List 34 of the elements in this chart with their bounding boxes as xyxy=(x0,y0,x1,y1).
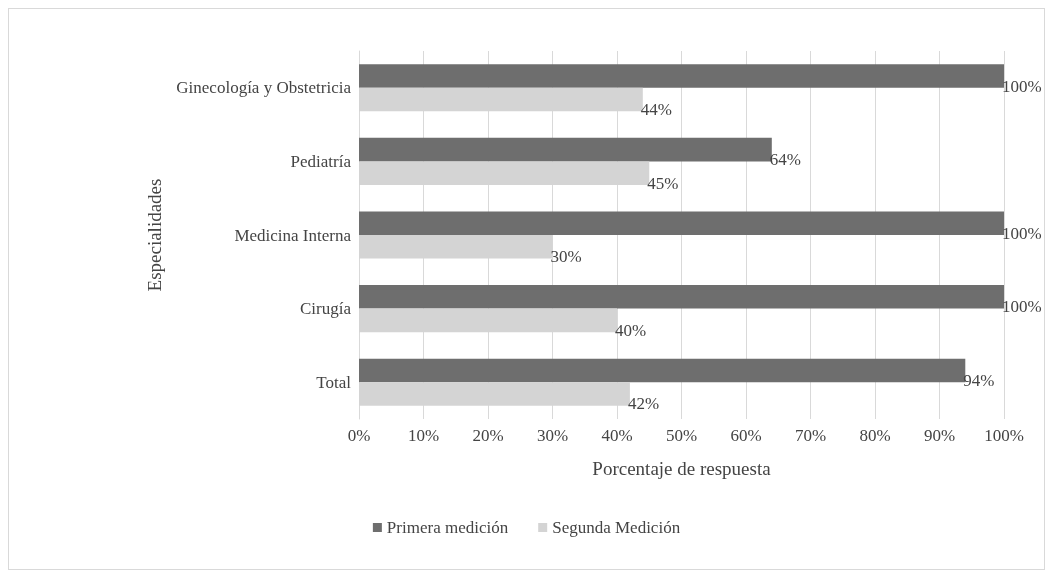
data-label: 42% xyxy=(627,394,660,414)
y-tick-label: Cirugía xyxy=(300,299,352,319)
data-label: 100% xyxy=(1002,297,1042,317)
bar xyxy=(359,137,772,162)
data-label: 100% xyxy=(1002,76,1042,96)
legend-label: Primera medición xyxy=(386,518,509,537)
x-tick-label: 100% xyxy=(984,426,1024,445)
data-label: 100% xyxy=(1002,223,1042,243)
x-tick-label: 20% xyxy=(472,426,504,445)
y-axis-title: Especialidades xyxy=(144,178,165,292)
x-tick-label: 50% xyxy=(665,426,698,445)
bar xyxy=(359,285,1004,309)
y-tick-label: Medicina Interna xyxy=(234,225,352,245)
y-tick-label: Pediatría xyxy=(290,151,352,171)
x-tick-label: 90% xyxy=(923,426,956,445)
y-tick-label: Ginecología y Obstetricia xyxy=(176,78,352,98)
data-label: 64% xyxy=(769,150,801,170)
x-axis-title: Porcentaje de respuesta xyxy=(592,458,772,479)
x-tick-label: 0% xyxy=(347,426,371,445)
data-label: 94% xyxy=(963,370,995,390)
bar xyxy=(359,211,1004,235)
x-tick-label: 80% xyxy=(859,426,891,445)
data-label: 44% xyxy=(640,100,672,120)
data-label: 45% xyxy=(647,173,679,193)
y-tick-label: Total xyxy=(316,372,352,392)
data-label: 40% xyxy=(615,320,647,340)
x-tick-label: 40% xyxy=(601,426,633,445)
legend-label: Segunda Medición xyxy=(552,518,681,537)
x-tick-label: 30% xyxy=(536,426,569,445)
x-tick-label: 70% xyxy=(794,426,827,445)
x-tick-label: 60% xyxy=(730,426,762,445)
bar xyxy=(359,64,1004,88)
x-tick-label: 10% xyxy=(407,426,440,445)
data-label: 30% xyxy=(550,247,582,267)
